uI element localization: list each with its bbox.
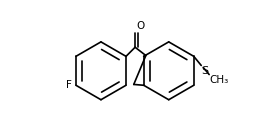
Text: F: F <box>66 80 72 90</box>
Text: CH₃: CH₃ <box>210 75 229 85</box>
Text: O: O <box>137 21 145 31</box>
Text: S: S <box>202 66 209 76</box>
